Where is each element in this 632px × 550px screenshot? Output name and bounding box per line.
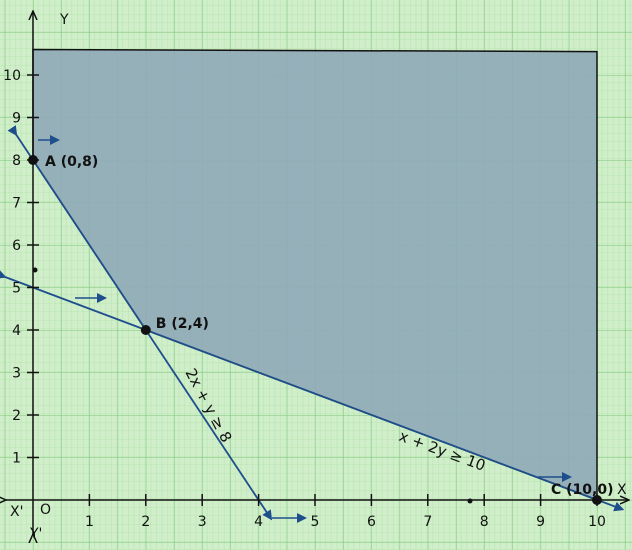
x-tick-label: 10 — [588, 514, 606, 530]
x-tick-label: 5 — [311, 514, 320, 530]
x-tick-label: 4 — [254, 514, 263, 530]
y-tick-label: 2 — [12, 408, 21, 424]
x-ticks: 1 2 3 4 5 6 7 8 9 10 — [85, 494, 606, 530]
point-label-a: A (0,8) — [45, 154, 98, 170]
x-negative-label: X' — [10, 504, 23, 520]
y-tick-label: 6 — [12, 238, 21, 254]
y-tick-label: 9 — [12, 111, 21, 127]
y-negative-label: Y' — [29, 526, 42, 542]
origin-label: O — [40, 502, 51, 518]
y-tick-label: 1 — [12, 451, 21, 467]
point-label-b: B (2,4) — [156, 316, 209, 332]
x-tick-label: 6 — [367, 514, 376, 530]
x-tick-label: 9 — [536, 514, 545, 530]
x-tick-label: 2 — [141, 514, 150, 530]
y-ticks: 1 2 3 4 5 6 7 8 9 10 — [3, 68, 39, 467]
direction-arrows — [38, 135, 572, 523]
y-tick-label: 3 — [12, 366, 21, 382]
y-tick-label: 5 — [12, 281, 21, 297]
y-tick-label: 10 — [3, 68, 21, 84]
y-axis-label: Y — [59, 12, 69, 28]
x-tick-label: 8 — [480, 514, 489, 530]
point-label-c: C (10,0) — [551, 482, 614, 498]
x-tick-label: 1 — [85, 514, 94, 530]
constraint-line-x-plus-2y — [0, 269, 625, 512]
point-c — [592, 495, 602, 505]
x-tick-label: 7 — [423, 514, 432, 530]
corner-points: A (0,8) B (2,4) C (10,0) — [28, 154, 614, 505]
y-tick-label: 4 — [12, 323, 21, 339]
point-a — [28, 155, 38, 165]
minor-dot — [467, 498, 473, 504]
x-tick-label: 3 — [198, 514, 207, 530]
y-tick-label: 8 — [12, 153, 21, 169]
y-tick-label: 7 — [12, 196, 21, 212]
minor-dot — [32, 267, 38, 273]
point-b — [140, 325, 151, 335]
x-axis-label: X — [617, 482, 627, 498]
